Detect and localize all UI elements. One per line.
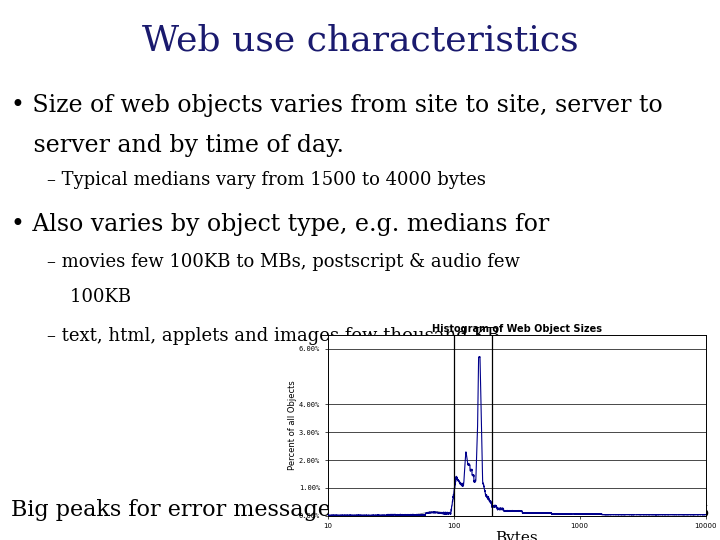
Text: – text, html, applets and images few thousand KB: – text, html, applets and images few tho… — [47, 327, 500, 346]
Text: Web use characteristics: Web use characteristics — [142, 23, 578, 57]
Text: • Also varies by object type, e.g. medians for: • Also varies by object type, e.g. media… — [11, 213, 549, 236]
Text: 100KB: 100KB — [47, 288, 131, 306]
Title: Histogram of Web Object Sizes: Histogram of Web Object Sizes — [431, 324, 602, 334]
X-axis label: Bytes: Bytes — [495, 531, 538, 540]
Text: 5: 5 — [698, 504, 709, 521]
Text: – movies few 100KB to MBs, postscript & audio few: – movies few 100KB to MBs, postscript & … — [47, 253, 520, 271]
Text: • Size of web objects varies from site to site, server to: • Size of web objects varies from site t… — [11, 94, 662, 117]
Y-axis label: Percent of all Objects: Percent of all Objects — [288, 380, 297, 470]
Text: server and by time of day.: server and by time of day. — [11, 133, 344, 157]
Text: Big peaks for error messages: Big peaks for error messages — [11, 500, 342, 521]
Text: – Typical medians vary from 1500 to 4000 bytes: – Typical medians vary from 1500 to 4000… — [47, 171, 486, 189]
